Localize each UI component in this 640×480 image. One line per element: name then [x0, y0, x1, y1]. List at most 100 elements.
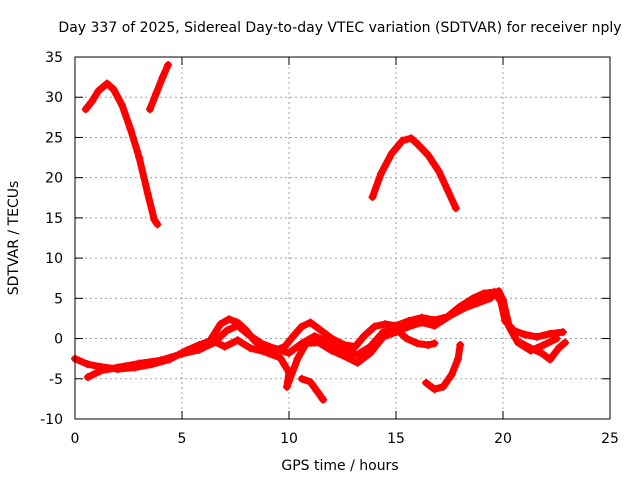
y-tick-labels: -10 -5 0 5 10 15 20 25 30 35 [40, 50, 63, 428]
data-point [289, 332, 298, 341]
y-tick-label: 5 [54, 291, 63, 307]
data-point [558, 328, 567, 337]
data-point [302, 339, 311, 348]
y-tick-label: 30 [45, 90, 63, 106]
data-point [377, 169, 386, 178]
data-point [314, 338, 323, 347]
series-arc-7 [421, 340, 465, 394]
x-tick-label: 10 [280, 431, 298, 447]
plot-frame [74, 56, 611, 420]
grid [75, 57, 610, 419]
data-point [451, 204, 460, 213]
data-point [216, 320, 225, 329]
x-tick-label: 25 [601, 431, 619, 447]
data-point [103, 79, 112, 88]
data-point [546, 329, 555, 338]
series-arc-6 [207, 287, 561, 391]
data-point [297, 374, 306, 383]
data-point [145, 105, 154, 114]
data-point [306, 318, 315, 327]
data-point [306, 377, 315, 386]
y-tick-label: 15 [45, 211, 63, 227]
x-tick-label: 15 [387, 431, 405, 447]
data-point [81, 105, 90, 114]
y-tick-label: -10 [40, 412, 63, 428]
data-point [368, 192, 377, 201]
data-point [285, 368, 293, 377]
data-point [417, 318, 426, 327]
data-point [153, 220, 162, 229]
data-point [282, 382, 291, 391]
data-point [353, 358, 362, 367]
data-point [421, 378, 430, 387]
x-axis-label: GPS time / hours [281, 458, 398, 474]
data-point [109, 85, 118, 94]
data-point [456, 340, 465, 349]
series-arc-8 [297, 374, 328, 404]
axis-ticks [74, 56, 611, 420]
x-tick-label: 5 [178, 431, 187, 447]
data-point [520, 330, 529, 339]
data-point [561, 338, 570, 347]
x-tick-label: 0 [71, 431, 80, 447]
data-point [424, 151, 433, 160]
data-point [83, 373, 92, 382]
data-point [317, 326, 326, 335]
data-point [156, 356, 165, 365]
y-axis-label: SDTVAR / TECUs [6, 181, 22, 296]
data-point [537, 349, 546, 358]
data-point [257, 339, 266, 348]
data-point [118, 101, 127, 110]
data-point [494, 287, 503, 296]
data-point [430, 321, 439, 330]
series-line [516, 339, 569, 363]
data-point [152, 89, 161, 98]
data-point [445, 312, 454, 321]
data-point [505, 323, 514, 332]
data-point [94, 86, 103, 95]
data-point [379, 332, 388, 341]
data-point [539, 340, 548, 349]
data-point [516, 338, 525, 347]
data-point [310, 332, 319, 341]
data-point [207, 336, 216, 345]
data-point [479, 289, 488, 298]
data-point [195, 345, 204, 354]
data-point [447, 370, 456, 379]
data-point [158, 73, 167, 82]
data-point [233, 336, 242, 345]
data-point [135, 359, 144, 368]
data-point [178, 349, 186, 358]
data-point [454, 354, 463, 363]
data-point [430, 385, 439, 394]
data-point [546, 355, 555, 364]
data-point [552, 334, 561, 343]
series-arc-9 [516, 338, 570, 364]
data-point [135, 153, 144, 162]
y-tick-label: 35 [45, 50, 63, 66]
data-point [297, 322, 306, 331]
series-line [146, 61, 172, 113]
data-point [460, 303, 469, 312]
data-point [439, 382, 448, 391]
data-point [126, 125, 135, 134]
x-tick-label: 20 [494, 431, 512, 447]
data-point [327, 346, 336, 355]
data-point [430, 339, 439, 348]
data-point [319, 395, 328, 404]
data-point [413, 139, 422, 148]
data-point [554, 344, 563, 353]
data-point [424, 340, 433, 349]
data-point [285, 349, 293, 358]
data-point [387, 149, 396, 158]
data-point [533, 332, 542, 341]
series-arc-1 [81, 79, 162, 229]
series-line [298, 375, 327, 404]
data-point [486, 294, 495, 303]
data-point [353, 350, 362, 359]
x-tick-labels: 0 5 10 15 20 25 [71, 431, 619, 447]
series-arc-3 [368, 134, 460, 213]
data-point [351, 342, 360, 351]
